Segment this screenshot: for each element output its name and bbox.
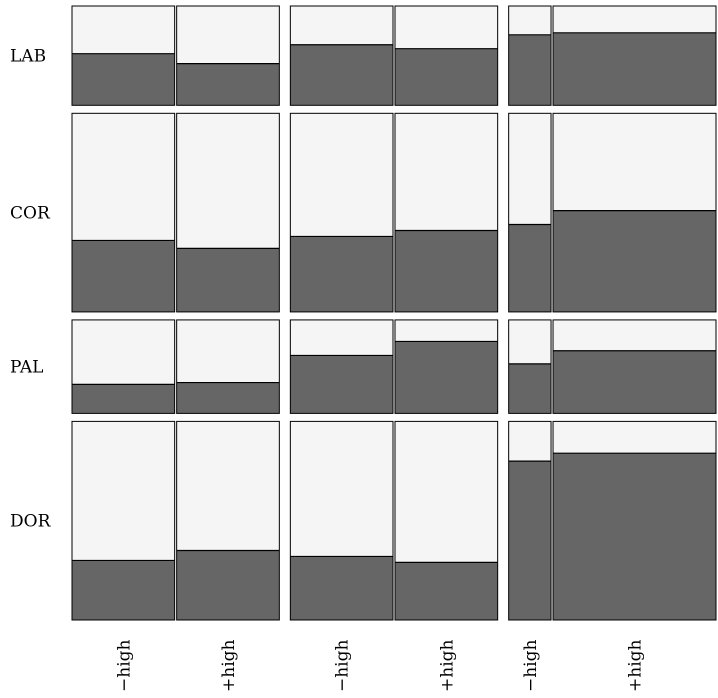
cell-dark-pal-col2 xyxy=(176,382,280,414)
column-label-4: +high xyxy=(437,639,457,692)
cell-dark-lab-col3 xyxy=(290,44,393,106)
cell-light-pal-col1 xyxy=(72,319,175,385)
cell-border-dor-col2 xyxy=(176,420,280,621)
row-label-cor: COR xyxy=(10,204,51,224)
column-label-3: −high xyxy=(333,639,353,692)
cell-dark-lab-col4 xyxy=(395,48,498,106)
cell-border-pal-col4 xyxy=(394,319,499,414)
cell-dark-pal-col5 xyxy=(508,363,552,414)
cell-light-lab-col2 xyxy=(176,6,280,64)
cell-light-lab-col4 xyxy=(395,6,498,49)
cell-dark-dor-col2 xyxy=(176,550,280,620)
cell-light-lab-col3 xyxy=(290,6,393,45)
cell-dark-lab-col5 xyxy=(508,34,552,106)
cell-border-lab-col1 xyxy=(71,5,176,106)
cell-border-cor-col3 xyxy=(289,112,394,313)
cell-border-cor-col2 xyxy=(176,112,280,313)
cell-dark-cor-col1 xyxy=(72,240,175,312)
cell-dark-dor-col3 xyxy=(290,556,393,620)
cell-light-dor-col3 xyxy=(290,421,393,557)
column-label-1: −high xyxy=(114,639,134,692)
cell-dark-lab-col2 xyxy=(176,63,280,106)
cell-border-lab-col6 xyxy=(552,5,717,106)
cell-light-pal-col3 xyxy=(290,319,393,356)
cell-dark-pal-col3 xyxy=(290,355,393,414)
cell-dark-cor-col2 xyxy=(176,248,280,312)
cell-border-lab-col5 xyxy=(508,5,552,106)
cell-light-lab-col1 xyxy=(72,6,175,54)
column-label-6: +high xyxy=(626,639,646,692)
cell-border-dor-col1 xyxy=(71,420,176,621)
cell-light-dor-col6 xyxy=(553,421,716,454)
cell-light-cor-col6 xyxy=(553,113,716,211)
cell-border-dor-col4 xyxy=(394,420,499,621)
cell-dark-lab-col6 xyxy=(553,32,716,106)
cell-dark-dor-col1 xyxy=(72,560,175,620)
cell-light-pal-col2 xyxy=(176,319,280,383)
row-label-pal: PAL xyxy=(10,358,43,378)
cell-dark-pal-col4 xyxy=(395,341,498,414)
cell-border-dor-col5 xyxy=(508,420,552,621)
cell-light-cor-col5 xyxy=(508,113,552,225)
cell-dark-cor-col3 xyxy=(290,236,393,312)
cell-border-cor-col5 xyxy=(508,112,552,313)
cell-dark-dor-col6 xyxy=(553,453,716,620)
cell-dark-cor-col4 xyxy=(395,230,498,312)
cell-dark-pal-col6 xyxy=(553,350,716,414)
cell-border-pal-col1 xyxy=(71,319,176,414)
cell-border-cor-col1 xyxy=(71,112,176,313)
cell-light-pal-col4 xyxy=(395,319,498,342)
cell-light-dor-col1 xyxy=(72,421,175,561)
cell-border-cor-col6 xyxy=(552,112,717,313)
cell-dark-pal-col1 xyxy=(72,384,175,414)
cell-light-cor-col1 xyxy=(72,113,175,241)
row-label-dor: DOR xyxy=(10,512,52,532)
cell-border-dor-col6 xyxy=(552,420,717,621)
cell-light-cor-col3 xyxy=(290,113,393,237)
cell-border-cor-col4 xyxy=(394,112,499,313)
cell-border-lab-col4 xyxy=(394,5,499,106)
cell-light-lab-col6 xyxy=(553,6,716,33)
cell-border-pal-col2 xyxy=(176,319,280,414)
cell-border-lab-col3 xyxy=(289,5,394,106)
cell-border-pal-col3 xyxy=(289,319,394,414)
cell-light-dor-col5 xyxy=(508,421,552,462)
column-label-2: +high xyxy=(219,639,239,692)
cell-light-lab-col5 xyxy=(508,6,552,35)
cell-light-dor-col2 xyxy=(176,421,280,551)
column-label-5: −high xyxy=(521,639,541,692)
cell-light-cor-col2 xyxy=(176,113,280,249)
cell-dark-dor-col5 xyxy=(508,461,552,620)
cell-border-pal-col6 xyxy=(552,319,717,414)
cell-light-cor-col4 xyxy=(395,113,498,231)
cell-light-pal-col6 xyxy=(553,319,716,351)
cell-dark-cor-col5 xyxy=(508,224,552,312)
cell-dark-cor-col6 xyxy=(553,210,716,312)
cell-border-lab-col2 xyxy=(176,5,280,106)
cell-border-pal-col5 xyxy=(508,319,552,414)
cell-light-dor-col4 xyxy=(395,421,498,563)
cell-dark-lab-col1 xyxy=(72,53,175,106)
cell-border-dor-col3 xyxy=(289,420,394,621)
cell-light-pal-col5 xyxy=(508,319,552,364)
row-label-lab: LAB xyxy=(10,47,46,67)
cell-dark-dor-col4 xyxy=(395,562,498,620)
